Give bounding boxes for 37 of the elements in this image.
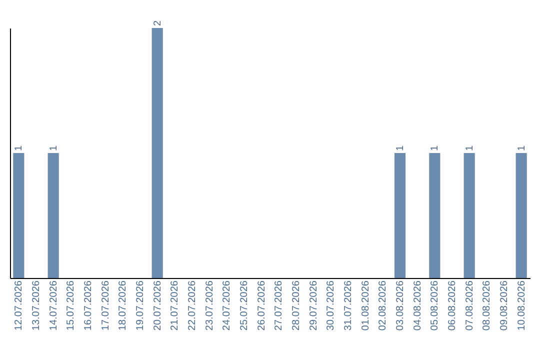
data-label: 1 (395, 145, 406, 151)
x-tick-label: 30.07.2026 (326, 280, 337, 331)
x-tick-label: 04.08.2026 (412, 280, 424, 331)
x-tick-label: 14.07.2026 (48, 280, 60, 331)
x-tick-label: 22.07.2026 (187, 280, 198, 331)
x-tick-label: 15.07.2026 (66, 280, 77, 331)
x-tick-label: 07.08.2026 (464, 280, 476, 331)
x-tick-label: 27.07.2026 (274, 280, 285, 331)
x-tick-label: 12.07.2026 (14, 280, 25, 331)
x-tick-label: 16.07.2026 (83, 280, 94, 331)
x-tick-label: 21.07.2026 (170, 280, 181, 331)
x-tick-label: 25.07.2026 (239, 280, 250, 331)
x-tick-label: 08.08.2026 (482, 280, 493, 331)
x-tick-label: 29.07.2026 (308, 280, 320, 331)
x-tick-label: 03.08.2026 (395, 280, 406, 331)
x-tick-label: 23.07.2026 (204, 280, 216, 331)
x-tick-label: 24.07.2026 (222, 280, 233, 331)
data-label: 1 (516, 145, 528, 151)
x-tick-label: 20.07.2026 (152, 280, 164, 331)
x-tick-label: 31.07.2026 (343, 280, 354, 331)
x-tick-label: 02.08.2026 (378, 280, 389, 331)
x-tick-label: 09.08.2026 (499, 280, 510, 331)
x-tick-label: 13.07.2026 (31, 280, 42, 331)
x-tick-label: 26.07.2026 (256, 280, 268, 331)
x-tick-label: 01.08.2026 (360, 280, 372, 331)
data-label: 1 (48, 145, 60, 151)
data-label: 1 (464, 145, 476, 151)
x-tick-label: 18.07.2026 (118, 280, 129, 331)
data-label: 1 (430, 145, 441, 151)
x-tick-label: 28.07.2026 (291, 280, 302, 331)
x-tick-label: 17.07.2026 (100, 280, 112, 331)
x-tick-label: 10.08.2026 (516, 280, 528, 331)
data-label: 2 (152, 20, 164, 26)
x-tick-label: 05.08.2026 (430, 280, 441, 331)
x-tick-label: 06.08.2026 (447, 280, 458, 331)
data-label: 1 (14, 145, 25, 151)
x-tick-label: 19.07.2026 (135, 280, 146, 331)
